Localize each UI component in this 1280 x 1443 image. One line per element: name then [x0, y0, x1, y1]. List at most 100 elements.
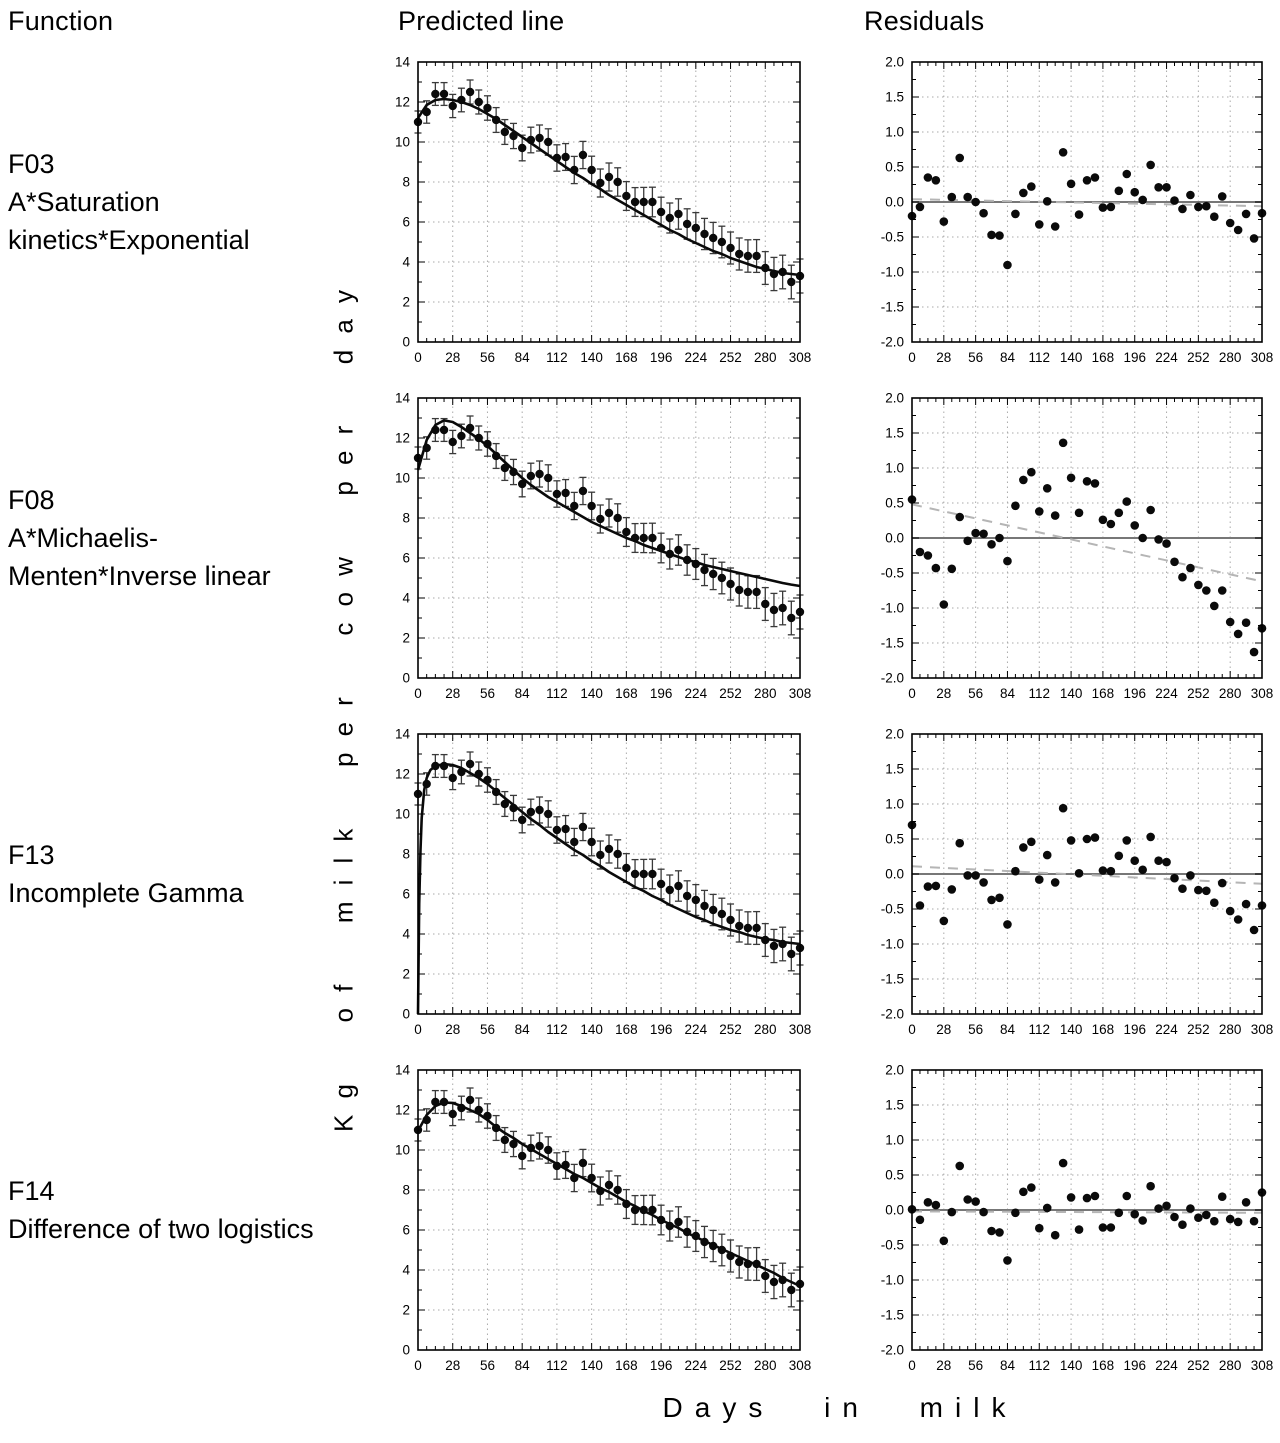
svg-text:0: 0	[414, 350, 422, 365]
svg-text:84: 84	[1000, 1022, 1016, 1037]
svg-text:112: 112	[546, 1358, 568, 1373]
svg-text:6: 6	[402, 551, 410, 566]
svg-text:1.0: 1.0	[885, 797, 904, 812]
svg-text:140: 140	[1060, 686, 1083, 701]
svg-text:140: 140	[580, 686, 603, 701]
svg-text:6: 6	[402, 1223, 410, 1238]
svg-text:-2.0: -2.0	[881, 671, 904, 686]
svg-text:112: 112	[1029, 1022, 1051, 1037]
svg-text:112: 112	[546, 1022, 568, 1037]
svg-text:168: 168	[1092, 686, 1115, 701]
svg-text:252: 252	[719, 1022, 742, 1037]
svg-text:140: 140	[1060, 1358, 1083, 1373]
svg-text:10: 10	[395, 471, 410, 486]
svg-text:280: 280	[1219, 686, 1242, 701]
svg-text:56: 56	[968, 350, 983, 365]
svg-text:2.0: 2.0	[885, 55, 904, 70]
function-name: Incomplete Gamma	[8, 878, 244, 908]
function-id: F03	[8, 148, 55, 179]
svg-text:28: 28	[445, 686, 460, 701]
svg-text:1.0: 1.0	[885, 1133, 904, 1148]
svg-text:0.5: 0.5	[885, 832, 904, 847]
svg-text:1.0: 1.0	[885, 125, 904, 140]
svg-text:8: 8	[402, 847, 410, 862]
svg-text:308: 308	[1251, 350, 1274, 365]
svg-text:224: 224	[685, 686, 708, 701]
predicted-chart-f14: 0 28 56 84 112 140 168 196 224 252 280 308 0 2 4 6 8 10 12…	[395, 1063, 812, 1374]
svg-text:168: 168	[1092, 1022, 1115, 1037]
svg-text:-2.0: -2.0	[881, 1343, 904, 1358]
chart-row-f03: F03 A*Saturation kinetics*Exponential 0 2…	[0, 52, 1280, 388]
function-id: F08	[8, 484, 55, 515]
svg-text:252: 252	[1187, 350, 1210, 365]
svg-text:-1.5: -1.5	[881, 1308, 904, 1323]
svg-text:252: 252	[719, 350, 742, 365]
function-id: F13	[8, 839, 55, 870]
svg-text:140: 140	[580, 350, 603, 365]
svg-text:1.5: 1.5	[885, 90, 904, 105]
svg-text:168: 168	[615, 686, 638, 701]
svg-text:0: 0	[908, 1358, 916, 1373]
svg-text:10: 10	[395, 1143, 410, 1158]
svg-text:10: 10	[395, 135, 410, 150]
column-header-predicted-line: Predicted line	[398, 6, 565, 36]
svg-text:0: 0	[414, 1022, 422, 1037]
svg-text:-1.5: -1.5	[881, 972, 904, 987]
svg-text:0.5: 0.5	[885, 496, 904, 511]
column-header-residuals: Residuals	[864, 6, 985, 36]
svg-text:4: 4	[402, 255, 410, 270]
svg-text:56: 56	[480, 350, 495, 365]
svg-text:224: 224	[1155, 1022, 1178, 1037]
svg-text:0.0: 0.0	[885, 195, 904, 210]
function-name: A*Michaelis-Menten*Inverse linear	[8, 522, 271, 592]
svg-text:0: 0	[908, 350, 916, 365]
svg-text:56: 56	[480, 1358, 495, 1373]
svg-text:252: 252	[1187, 1022, 1210, 1037]
svg-text:6: 6	[402, 215, 410, 230]
svg-text:308: 308	[1251, 686, 1274, 701]
svg-text:308: 308	[789, 1358, 812, 1373]
svg-text:168: 168	[1092, 1358, 1115, 1373]
residuals-chart-f13: 0 28 56 84 112 140 168 196 224 252 280 308 -2.0 -1.5 -…	[881, 727, 1274, 1038]
svg-text:0: 0	[908, 1022, 916, 1037]
svg-text:308: 308	[789, 1022, 812, 1037]
svg-text:280: 280	[1219, 1022, 1242, 1037]
svg-text:-0.5: -0.5	[881, 1238, 904, 1253]
svg-text:224: 224	[1155, 686, 1178, 701]
function-label-f13: F13 Incomplete Gamma	[8, 734, 338, 1014]
svg-text:8: 8	[402, 1183, 410, 1198]
svg-text:224: 224	[685, 1358, 708, 1373]
svg-text:0: 0	[402, 671, 410, 686]
svg-text:196: 196	[1123, 686, 1146, 701]
svg-text:280: 280	[754, 1358, 777, 1373]
svg-text:12: 12	[395, 431, 410, 446]
svg-text:0: 0	[402, 1343, 410, 1358]
function-name: A*Saturation kinetics*Exponential	[8, 186, 250, 256]
residuals-chart-f03: 0 28 56 84 112 140 168 196 224 252 280 308 -2.0 -1.5 -…	[881, 55, 1274, 366]
svg-text:-2.0: -2.0	[881, 1007, 904, 1022]
svg-text:252: 252	[1187, 686, 1210, 701]
svg-text:2: 2	[402, 967, 410, 982]
svg-text:-1.0: -1.0	[881, 1273, 904, 1288]
svg-text:56: 56	[968, 1358, 983, 1373]
svg-text:84: 84	[1000, 1358, 1016, 1373]
svg-text:-1.0: -1.0	[881, 601, 904, 616]
svg-text:4: 4	[402, 591, 410, 606]
svg-text:84: 84	[515, 350, 531, 365]
svg-text:2.0: 2.0	[885, 727, 904, 742]
svg-text:84: 84	[515, 1358, 531, 1373]
svg-text:252: 252	[1187, 1358, 1210, 1373]
chart-row-f13: F13 Incomplete Gamma 0 28 56 84 112 140 168 196…	[0, 724, 1280, 1060]
svg-text:1.5: 1.5	[885, 1098, 904, 1113]
svg-text:0: 0	[402, 335, 410, 350]
svg-text:224: 224	[1155, 350, 1178, 365]
svg-text:14: 14	[395, 55, 411, 70]
svg-text:14: 14	[395, 391, 411, 406]
svg-text:-2.0: -2.0	[881, 335, 904, 350]
svg-text:196: 196	[1123, 1022, 1146, 1037]
predicted-chart-f13: 0 28 56 84 112 140 168 196 224 252 280 308 0 2 4 6 8 10 12…	[395, 727, 812, 1038]
x-axis-label: Days in milk	[662, 1392, 1018, 1423]
svg-text:252: 252	[719, 686, 742, 701]
svg-text:280: 280	[754, 1022, 777, 1037]
